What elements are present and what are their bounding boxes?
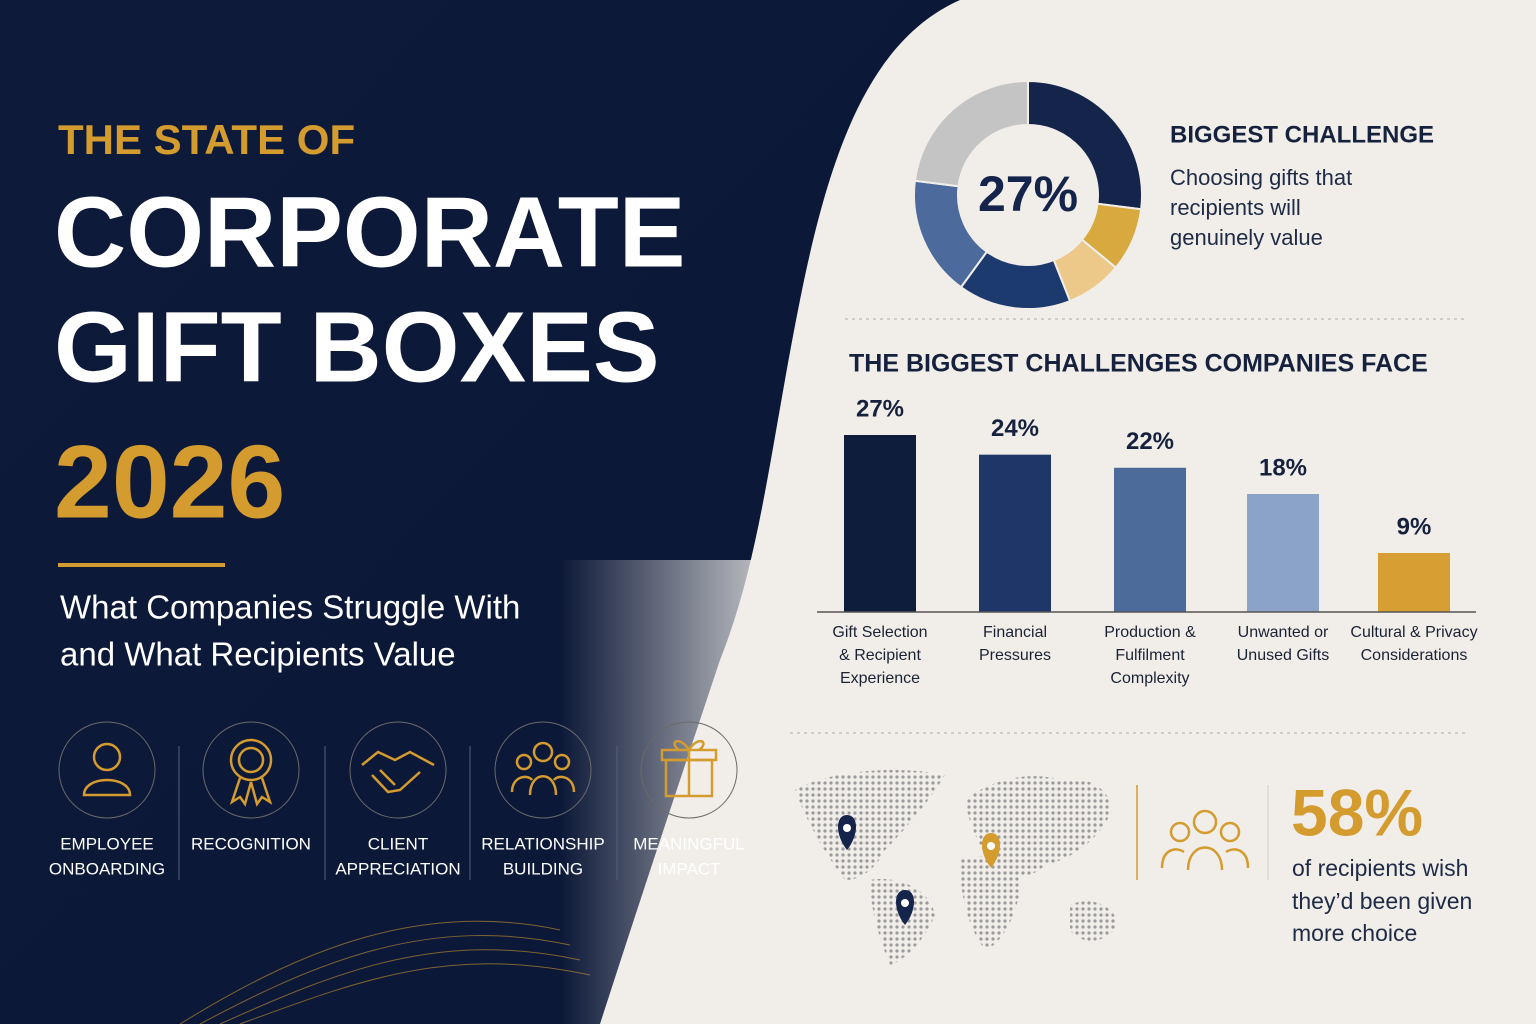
use-label: RECOGNITION: [191, 834, 311, 853]
category-label: Unwanted or Unused Gifts: [1236, 624, 1330, 664]
donut-description: Choosing gifts that: [1170, 165, 1352, 190]
donut-hole: [958, 125, 1098, 265]
use-icons: [58, 721, 738, 819]
use-dividers: [178, 746, 618, 880]
use-label: CLIENT: [368, 834, 428, 853]
bar-value-label: 24%: [991, 415, 1039, 442]
waves: [179, 920, 591, 1025]
year: 2026: [54, 424, 285, 540]
stat-text: they’d been given: [1292, 888, 1472, 914]
category-text: Financial Pressures: [978, 624, 1052, 664]
category-text: Production & Fulfilment Complexity: [1104, 624, 1196, 687]
dark-panel: [0, 0, 960, 1024]
bar: [1378, 553, 1450, 612]
donut-center-label: 27%: [978, 166, 1078, 222]
use-label: ONBOARDING: [49, 859, 165, 878]
category-text: Cultural & Privacy Considerations: [1350, 624, 1478, 664]
category-text: Unwanted or Unused Gifts: [1236, 624, 1330, 664]
bar: [1247, 494, 1319, 612]
use-label: MEANINGFUL: [633, 834, 744, 853]
use-label: APPRECIATION: [335, 859, 460, 878]
bar-value-label: 27%: [856, 395, 904, 422]
use-label: EMPLOYEE: [60, 834, 154, 853]
subtitle: What Companies Struggle With: [60, 589, 520, 626]
bar-title: THE BIGGEST CHALLENGES COMPANIES FACE: [849, 350, 1428, 378]
bar-value-label: 18%: [1259, 454, 1307, 481]
bar-value-label: 9%: [1397, 513, 1432, 540]
donut-description: recipients will: [1170, 195, 1301, 220]
kicker: THE STATE OF: [58, 116, 355, 163]
donut-title: BIGGEST CHALLENGE: [1170, 121, 1434, 148]
use-label: RELATIONSHIP: [481, 834, 604, 853]
title-line: CORPORATE: [54, 176, 686, 288]
stat-text: of recipients wish: [1292, 855, 1468, 881]
bar: [1114, 467, 1186, 612]
rule: [58, 563, 225, 567]
bar-value-label: 22%: [1126, 428, 1174, 455]
bar: [844, 435, 916, 612]
stat-text: more choice: [1292, 920, 1417, 946]
use-label: IMPACT: [658, 859, 721, 878]
world-map: [795, 770, 1118, 965]
stat-value: 58%: [1291, 775, 1423, 849]
people-icon: [1160, 809, 1250, 871]
map-pins: [838, 815, 1000, 925]
bar: [979, 454, 1051, 612]
category-label: Gift Selection & Recipient Experience: [832, 624, 928, 687]
use-label: BUILDING: [503, 859, 583, 878]
category-text: Gift Selection & Recipient Experience: [832, 624, 928, 687]
category-label: Production & Fulfilment Complexity: [1104, 624, 1196, 687]
title-line: GIFT BOXES: [54, 291, 660, 403]
donut-description: genuinely value: [1170, 225, 1323, 250]
subtitle: and What Recipients Value: [60, 636, 456, 673]
category-label: Cultural & Privacy Considerations: [1350, 624, 1478, 664]
category-label: Financial Pressures: [978, 624, 1052, 664]
